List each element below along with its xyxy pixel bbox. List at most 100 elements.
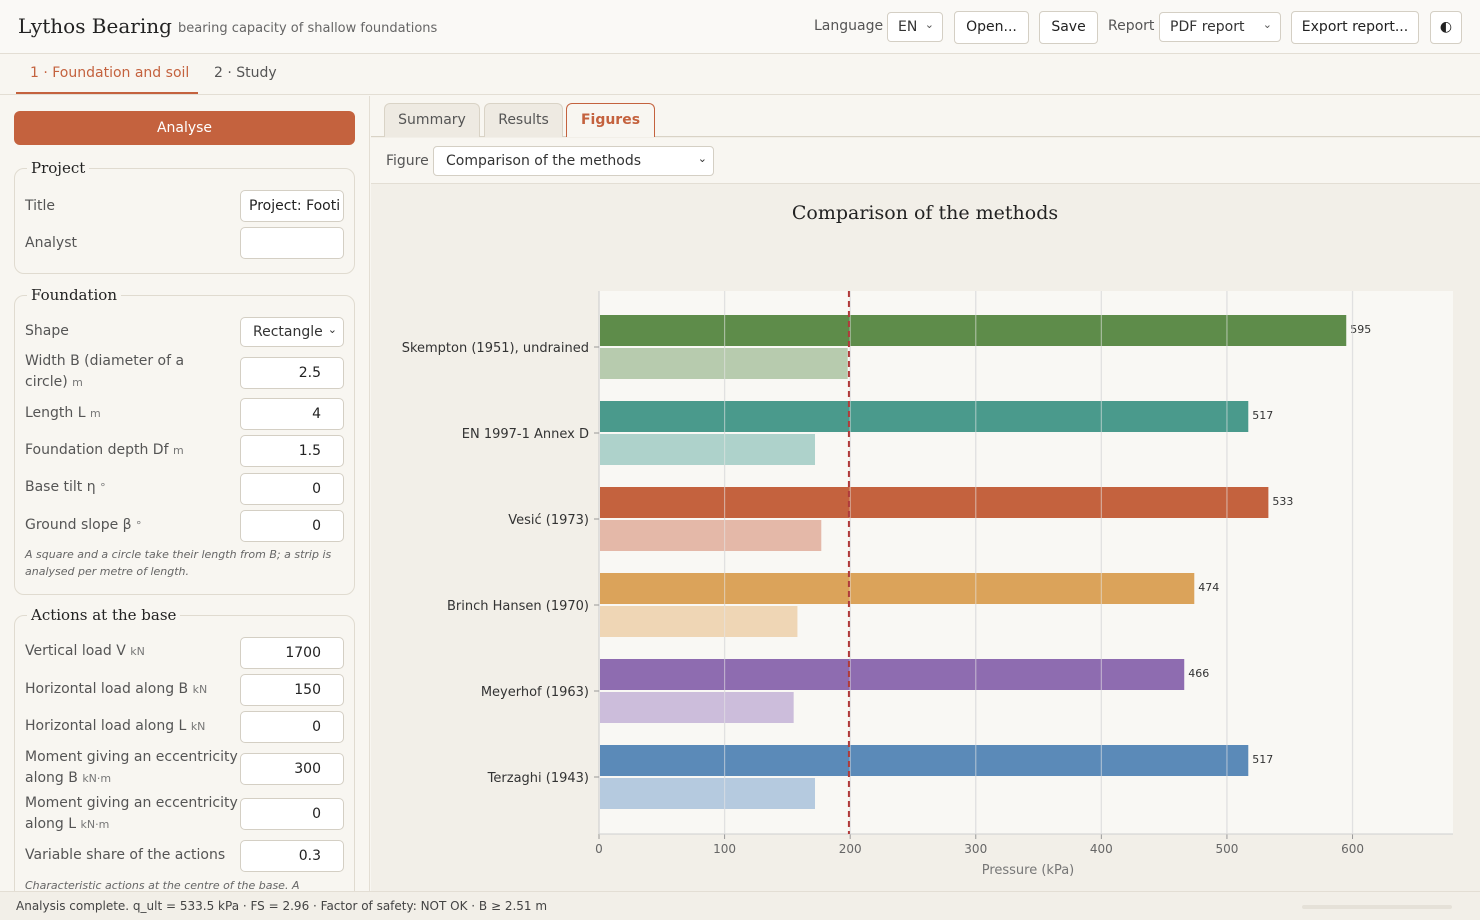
foundation-note: A square and a circle take their length … — [25, 548, 332, 578]
main-panel: Summary Results Figures Figure Compariso… — [371, 96, 1480, 891]
horizontal-load-b-label-text: Horizontal load along B — [25, 681, 189, 697]
horizontal-load-b-unit: kN — [192, 683, 208, 696]
status-progress-bar — [1302, 905, 1452, 909]
actions-note: Characteristic actions at the centre of … — [25, 879, 300, 891]
open-button[interactable]: Open... — [954, 11, 1029, 44]
tab-summary[interactable]: Summary — [384, 103, 480, 137]
project-section: Project Title Project: Footi Analyst — [14, 159, 355, 274]
language-select[interactable]: EN ⌄ — [887, 12, 943, 42]
width-label: Width B (diameter of a circle) m — [25, 351, 200, 393]
x-tick-label: 0 — [595, 842, 603, 856]
horizontal-load-l-unit: kN — [190, 720, 206, 733]
chevron-down-icon: ⌄ — [1262, 18, 1272, 31]
language-label: Language — [814, 18, 884, 34]
tilt-label-text: Base tilt η — [25, 479, 96, 495]
language-value: EN — [898, 19, 918, 35]
analyse-button[interactable]: Analyse — [14, 111, 355, 145]
moment-b-input[interactable]: 300 — [240, 753, 344, 785]
title-label: Title — [25, 198, 56, 214]
horizontal-load-b-label: Horizontal load along B kN — [25, 679, 225, 700]
category-label: Skempton (1951), undrained — [402, 341, 589, 356]
comparison-chart: Comparison of the methods 0 100 200 300 400 50… — [371, 185, 1480, 891]
tab-study[interactable]: 2 · Study — [214, 65, 277, 81]
vertical-load-input[interactable]: 1700 — [240, 637, 344, 669]
tab-results[interactable]: Results — [484, 103, 563, 137]
report-select[interactable]: PDF report ⌄ — [1159, 12, 1281, 42]
chevron-down-icon: ⌄ — [697, 152, 707, 165]
bar-ultimate — [600, 573, 1195, 604]
x-tick-label: 300 — [964, 842, 987, 856]
bar-value-label: 466 — [1188, 667, 1209, 680]
top-bar: Lythos Bearing bearing capacity of shall… — [0, 0, 1480, 54]
width-input[interactable]: 2.5 — [240, 357, 344, 389]
vertical-load-label: Vertical load V kN — [25, 641, 225, 662]
bar-value-label: 533 — [1272, 495, 1293, 508]
length-input[interactable]: 4 — [240, 398, 344, 430]
shape-select[interactable]: Rectangle ⌄ — [240, 317, 344, 347]
moment-b-label: Moment giving an eccentricity along B kN… — [25, 747, 240, 789]
export-report-button[interactable]: Export report... — [1291, 11, 1419, 44]
x-tick-label: 600 — [1341, 842, 1364, 856]
plot-area — [599, 291, 1453, 834]
bar-ultimate — [600, 487, 1269, 518]
foundation-section: Foundation Shape Rectangle ⌄ Width B (di… — [14, 286, 355, 595]
active-tab-indicator — [16, 92, 198, 94]
length-label: Length L m — [25, 403, 225, 424]
x-tick-label: 100 — [713, 842, 736, 856]
variable-share-input[interactable]: 0.3 — [240, 840, 344, 872]
horizontal-load-l-label: Horizontal load along L kN — [25, 716, 225, 737]
status-text: Analysis complete. q_ult = 533.5 kPa · F… — [16, 899, 548, 913]
vertical-load-unit: kN — [130, 645, 145, 658]
figure-select[interactable]: Comparison of the methods ⌄ — [433, 146, 714, 176]
bar-allowable — [600, 606, 798, 637]
length-label-text: Length L — [25, 405, 86, 421]
analyst-label: Analyst — [25, 235, 77, 251]
bar-allowable — [600, 348, 848, 379]
depth-label-text: Foundation depth Df — [25, 442, 169, 458]
tab-foundation-and-soil[interactable]: 1 · Foundation and soil — [30, 65, 190, 81]
tilt-unit: ° — [100, 481, 106, 494]
sidebar: Analyse Project Title Project: Footi Ana… — [0, 96, 370, 891]
bar-allowable — [600, 778, 816, 809]
bar-ultimate — [600, 745, 1249, 776]
tab-figures[interactable]: Figures — [566, 103, 655, 137]
depth-input[interactable]: 1.5 — [240, 435, 344, 467]
tilt-label: Base tilt η ° — [25, 477, 225, 498]
bar-value-label: 517 — [1252, 753, 1273, 766]
moment-l-label-text: Moment giving an eccentricity along L — [25, 795, 238, 832]
theme-toggle-button[interactable]: ◐ — [1430, 11, 1462, 44]
x-axis-title: Pressure (kPa) — [982, 863, 1075, 878]
width-label-text: Width B (diameter of a circle) — [25, 353, 185, 390]
save-button[interactable]: Save — [1039, 11, 1098, 44]
category-label: Vesić (1973) — [508, 513, 589, 528]
figure-label: Figure — [386, 153, 429, 169]
bar-ultimate — [600, 401, 1249, 432]
analyst-input[interactable] — [240, 227, 344, 259]
slope-input[interactable]: 0 — [240, 510, 344, 542]
moment-l-label: Moment giving an eccentricity along L kN… — [25, 793, 240, 835]
bar-value-label: 474 — [1198, 581, 1219, 594]
status-bar: Analysis complete. q_ult = 533.5 kPa · F… — [0, 891, 1480, 920]
category-label: Terzaghi (1943) — [487, 771, 589, 786]
moment-b-label-text: Moment giving an eccentricity along B — [25, 749, 238, 786]
horizontal-load-l-input[interactable]: 0 — [240, 711, 344, 743]
figure-select-value: Comparison of the methods — [446, 153, 642, 169]
chevron-down-icon: ⌄ — [924, 18, 934, 31]
category-label: Meyerhof (1963) — [481, 685, 589, 700]
category-label: EN 1997-1 Annex D — [462, 427, 589, 442]
length-unit: m — [90, 407, 101, 420]
slope-label: Ground slope β ° — [25, 515, 225, 536]
figure-toolbar: Figure Comparison of the methods ⌄ — [371, 138, 1480, 184]
contrast-icon: ◐ — [1439, 19, 1453, 35]
slope-unit: ° — [136, 519, 142, 532]
slope-label-text: Ground slope β — [25, 517, 132, 533]
moment-l-input[interactable]: 0 — [240, 798, 344, 830]
title-input[interactable]: Project: Footi — [240, 190, 344, 222]
report-value: PDF report — [1170, 19, 1245, 35]
bar-ultimate — [600, 659, 1185, 690]
tilt-input[interactable]: 0 — [240, 473, 344, 505]
bar-ultimate — [600, 315, 1347, 346]
moment-l-unit: kN·m — [80, 818, 110, 831]
app-title: Lythos Bearing — [18, 14, 172, 38]
horizontal-load-b-input[interactable]: 150 — [240, 674, 344, 706]
